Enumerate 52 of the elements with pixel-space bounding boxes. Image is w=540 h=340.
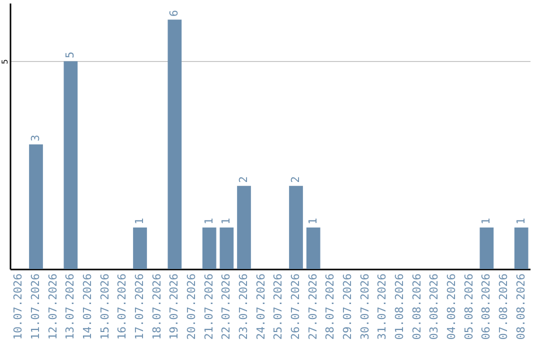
x-tick-label: 01.08.2026 xyxy=(393,274,406,340)
x-tick-label: 15.07.2026 xyxy=(98,274,112,340)
x-tick-label: 08.08.2026 xyxy=(514,274,528,340)
x-tick-label: 29.07.2026 xyxy=(341,274,354,340)
x-tick-label: 31.07.2026 xyxy=(376,274,389,340)
x-tick-label: 16.07.2026 xyxy=(116,274,129,340)
data-label: 1 xyxy=(220,218,233,224)
x-tick-label: 04.08.2026 xyxy=(445,274,458,340)
data-label: 1 xyxy=(133,218,146,224)
x-tick-label: 23.07.2026 xyxy=(237,274,250,340)
x-tick-label: 07.08.2026 xyxy=(497,274,510,340)
bar xyxy=(202,227,216,269)
x-tick-label: 11.07.2026 xyxy=(29,274,42,340)
x-tick-label: 26.07.2026 xyxy=(289,274,302,340)
x-tick-label: 10.07.2026 xyxy=(12,274,25,340)
bar xyxy=(220,227,234,269)
bar xyxy=(29,144,43,269)
x-tick-label: 06.08.2026 xyxy=(480,274,493,340)
x-tick-label: 03.08.2026 xyxy=(428,274,441,340)
bar xyxy=(133,227,147,269)
x-tick-label: 12.07.2026 xyxy=(46,274,60,340)
bar xyxy=(237,186,251,269)
data-label: 3 xyxy=(29,134,42,142)
bar xyxy=(64,61,78,269)
x-tick-label: 21.07.2026 xyxy=(202,274,216,340)
x-tick-label: 13.07.2026 xyxy=(64,274,77,340)
x-tick-label: 25.07.2026 xyxy=(272,274,285,340)
data-label: 1 xyxy=(202,218,216,224)
data-label: 1 xyxy=(306,218,320,224)
data-label: 2 xyxy=(289,176,302,183)
x-tick-label: 27.07.2026 xyxy=(306,274,320,340)
x-tick-label: 22.07.2026 xyxy=(220,274,233,340)
x-tick-label: 28.07.2026 xyxy=(324,274,337,340)
bar xyxy=(514,227,528,269)
data-label: 5 xyxy=(64,52,77,58)
x-tick-label: 05.08.2026 xyxy=(462,274,476,340)
x-tick-label: 20.07.2026 xyxy=(185,274,198,340)
x-tick-label: 14.07.2026 xyxy=(81,274,94,340)
data-label: 6 xyxy=(168,10,181,17)
bar xyxy=(289,186,303,269)
x-tick-label: 30.07.2026 xyxy=(358,274,372,340)
x-tick-label: 19.07.2026 xyxy=(168,274,181,340)
data-label: 1 xyxy=(514,218,528,224)
bar xyxy=(306,227,320,269)
x-tick-label: 24.07.2026 xyxy=(254,274,268,340)
x-tick-label: 18.07.2026 xyxy=(150,274,164,340)
bar xyxy=(168,20,182,269)
bar xyxy=(480,227,494,269)
data-label: 2 xyxy=(237,176,250,183)
x-tick-label: 17.07.2026 xyxy=(133,274,146,340)
x-tick-label: 02.08.2026 xyxy=(410,274,424,340)
data-label: 1 xyxy=(480,218,493,224)
